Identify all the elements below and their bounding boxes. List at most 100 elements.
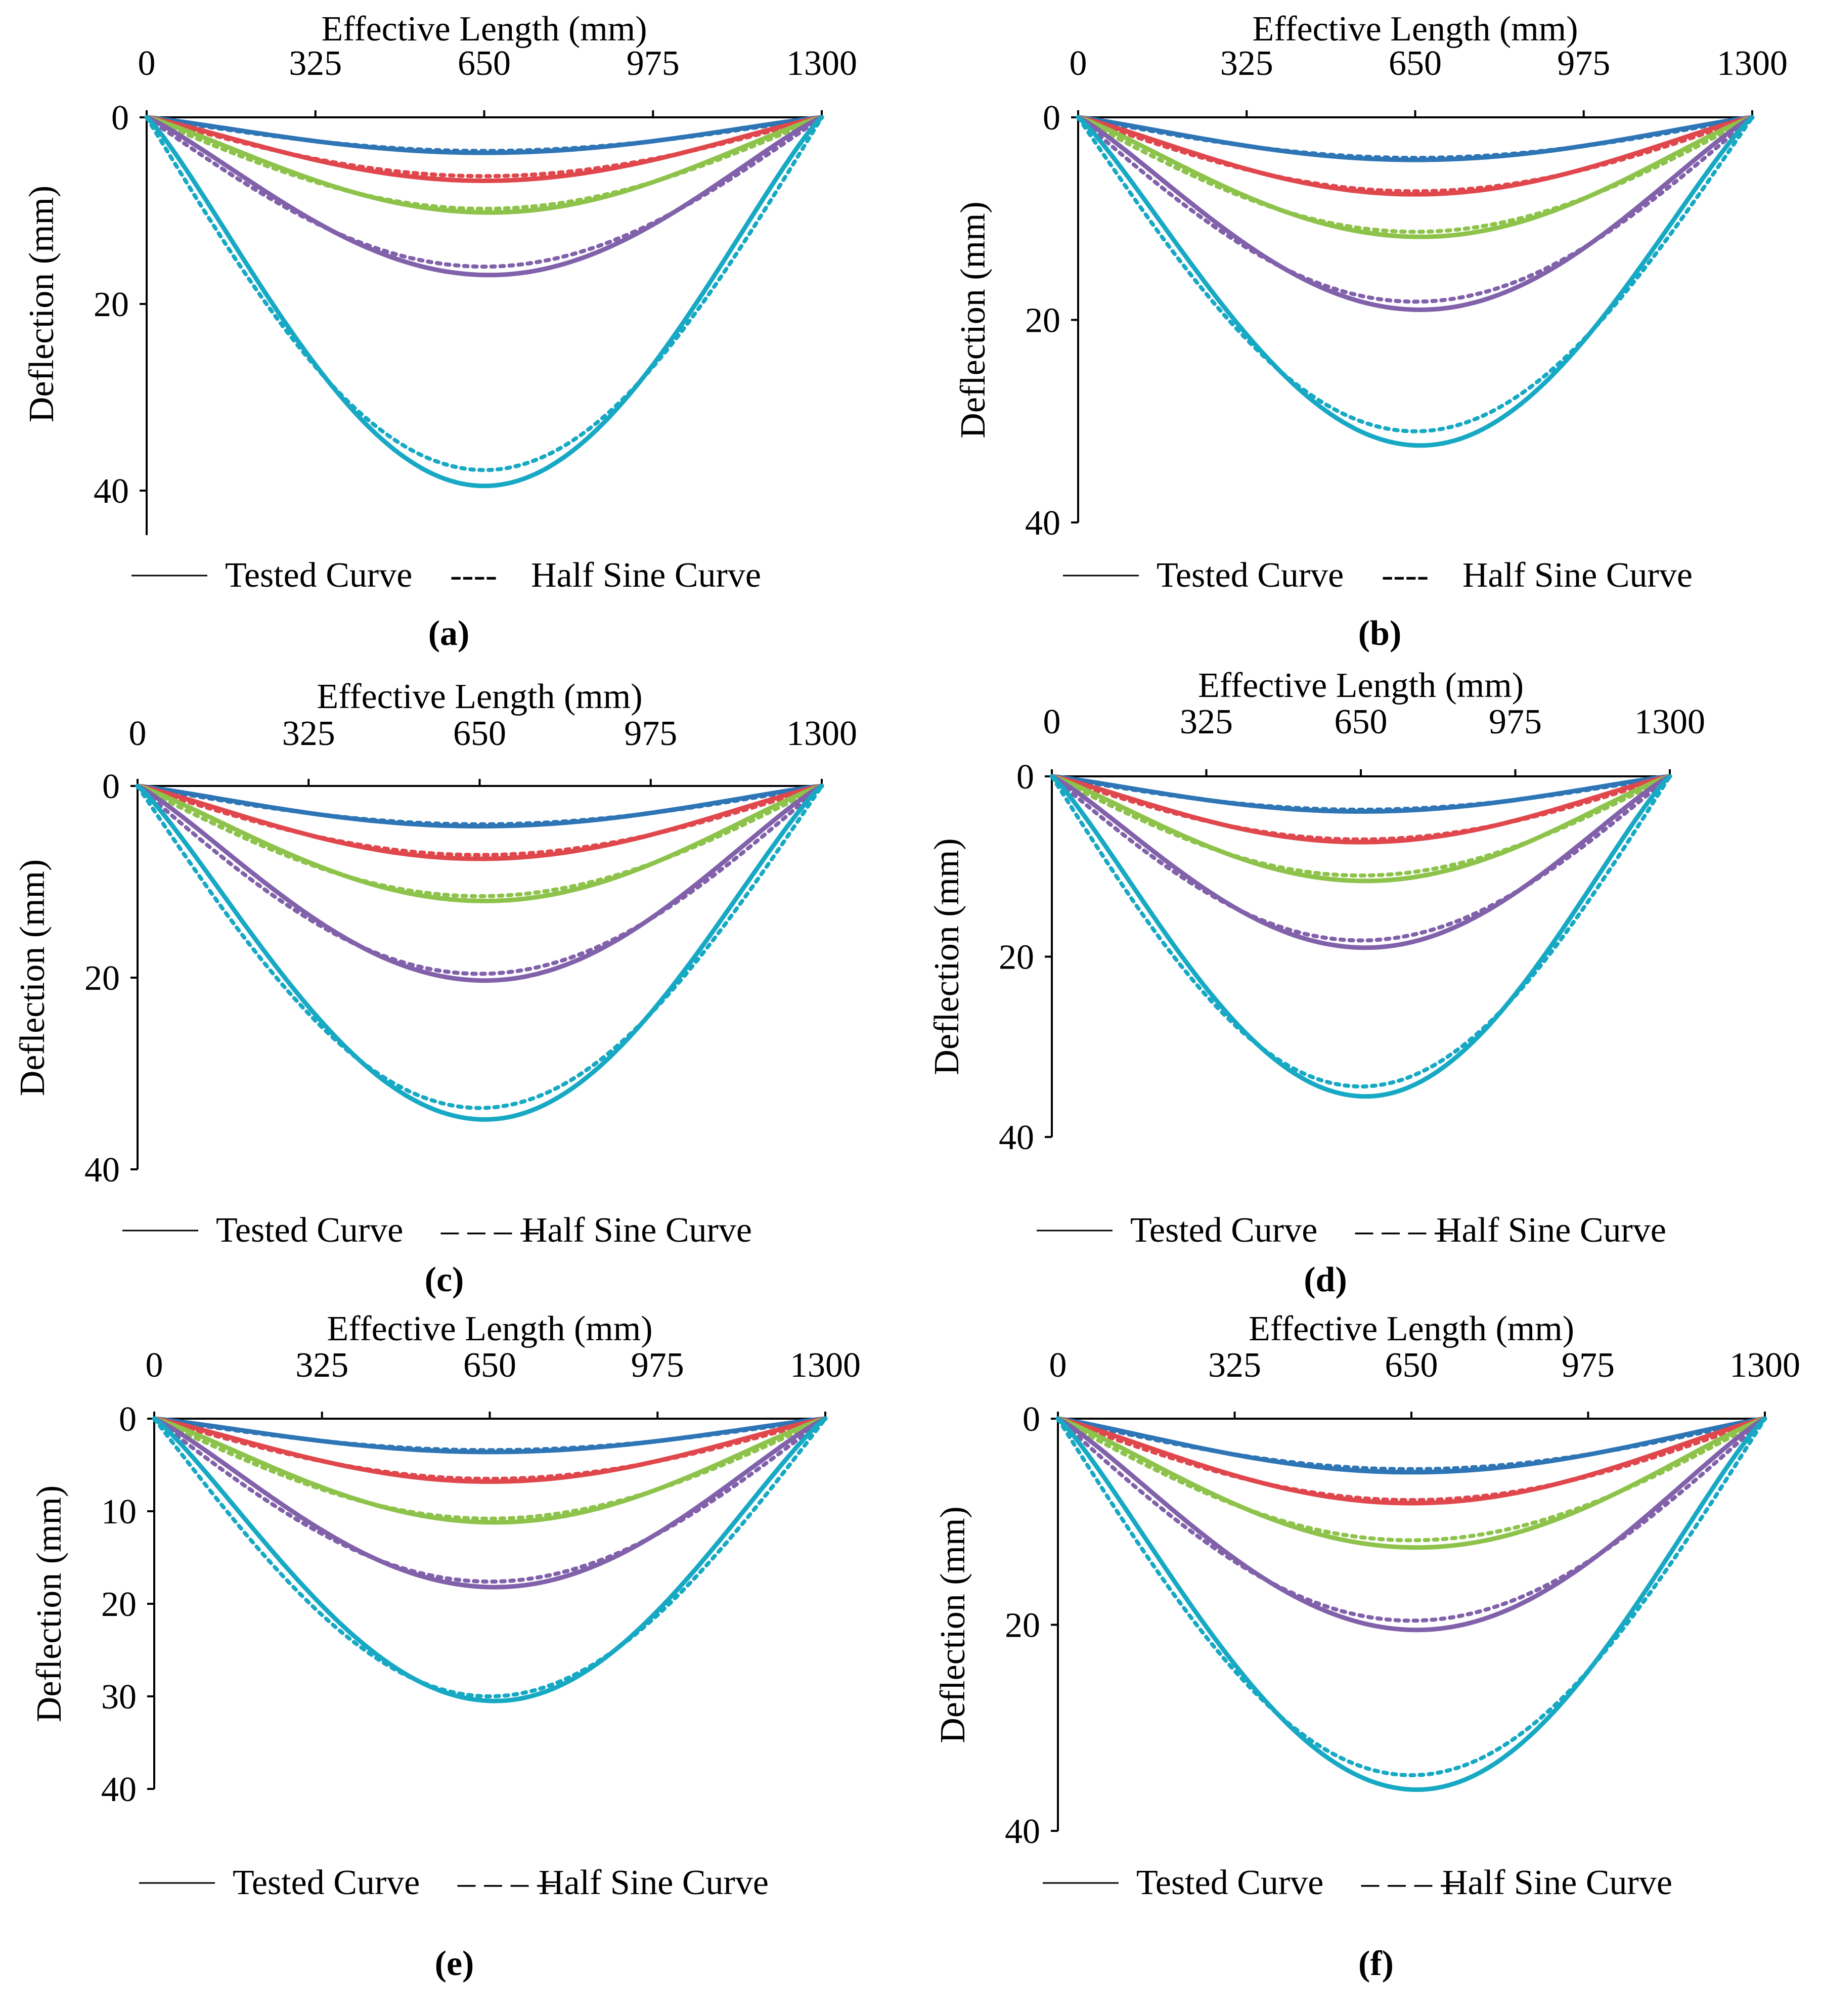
legend-dash-marker: ---- bbox=[1382, 556, 1429, 595]
x-tick-label: 325 bbox=[1208, 1346, 1261, 1385]
half-sine-curve-2 bbox=[1050, 774, 1672, 842]
half-sine-curve-3 bbox=[1050, 774, 1672, 878]
y-tick-label: 0 bbox=[1043, 99, 1060, 138]
chart-panel-e: 0 325 650 975 1300 0 10 20 30 40 Effective Length … bbox=[30, 1309, 861, 1983]
y-tick-label: 20 bbox=[1025, 301, 1060, 340]
half-sine-curve-5 bbox=[1056, 1417, 1767, 1778]
x-tick-label: 0 bbox=[1070, 44, 1087, 83]
x-tick-label: 0 bbox=[138, 44, 156, 83]
y-tick-label: 0 bbox=[119, 1400, 137, 1439]
tested-curve-3 bbox=[1076, 115, 1755, 239]
y-axis-title: Deflection (mm) bbox=[934, 1506, 972, 1743]
x-tick-label: 325 bbox=[282, 714, 335, 753]
legend-tested-label: Tested Curve bbox=[233, 1863, 420, 1902]
half-sine-curve-4 bbox=[1050, 774, 1672, 943]
x-axis-title: Effective Length (mm) bbox=[1249, 1309, 1574, 1348]
x-tick-label: 650 bbox=[463, 1346, 516, 1385]
tested-curve-2 bbox=[1049, 774, 1672, 845]
x-tick-label: 1300 bbox=[1729, 1346, 1800, 1385]
legend-tested-label: Tested Curve bbox=[1136, 1863, 1323, 1902]
y-tick-label: 20 bbox=[1005, 1606, 1040, 1645]
panel-label: (e) bbox=[435, 1944, 474, 1983]
y-tick-label: 40 bbox=[101, 1770, 137, 1809]
y-tick-label: 40 bbox=[999, 1118, 1034, 1157]
y-tick-label: 0 bbox=[102, 767, 120, 806]
y-tick-label: 0 bbox=[1016, 758, 1034, 797]
legend: Tested Curve – – – –Half Sine Curve bbox=[1043, 1863, 1672, 1902]
half-sine-curve-2 bbox=[136, 784, 824, 857]
half-sine-curve-4 bbox=[152, 1417, 827, 1584]
x-axis-title: Effective Length (mm) bbox=[1252, 10, 1578, 49]
half-sine-curve-1 bbox=[145, 115, 824, 153]
panel-label: (a) bbox=[428, 614, 470, 653]
x-tick-label: 1300 bbox=[790, 1346, 861, 1385]
half-sine-curve-5 bbox=[1050, 774, 1672, 1089]
x-tick-label: 975 bbox=[624, 714, 677, 753]
half-sine-curve-4 bbox=[136, 784, 824, 976]
legend: Tested Curve – – – –Half Sine Curve bbox=[139, 1863, 769, 1902]
y-axis-title: Deflection (mm) bbox=[30, 1485, 69, 1722]
x-tick-label: 0 bbox=[129, 714, 147, 753]
tested-curve-5 bbox=[135, 783, 824, 1122]
y-tick-label: 40 bbox=[1025, 504, 1060, 543]
x-tick-label: 1300 bbox=[1634, 703, 1705, 741]
x-tick-label: 975 bbox=[1557, 44, 1610, 83]
panel-label: (c) bbox=[425, 1260, 464, 1299]
half-sine-curve-3 bbox=[136, 784, 824, 898]
x-tick-label: 325 bbox=[295, 1346, 348, 1385]
y-axis-title: Deflection (mm) bbox=[927, 838, 966, 1075]
x-tick-label: 1300 bbox=[786, 44, 857, 83]
tested-curve-4 bbox=[135, 783, 824, 983]
legend-tested-label: Tested Curve bbox=[216, 1211, 403, 1250]
half-sine-curve-1 bbox=[1076, 115, 1754, 160]
half-sine-curve-1 bbox=[136, 784, 824, 826]
legend: Tested Curve – – – –Half Sine Curve bbox=[1037, 1211, 1666, 1250]
half-sine-curve-4 bbox=[1076, 115, 1754, 304]
tested-curve-5 bbox=[1049, 774, 1672, 1099]
tested-curve-3 bbox=[152, 1416, 828, 1525]
legend-dash-marker: – – – – bbox=[1361, 1863, 1459, 1902]
half-sine-curve-5 bbox=[145, 115, 824, 472]
panel-label: (f) bbox=[1358, 1944, 1394, 1983]
chart-panel-b: 0 325 650 975 1300 0 20 40 Effective Length (mm)… bbox=[954, 10, 1788, 653]
x-tick-label: 1300 bbox=[786, 714, 857, 753]
panel-label: (b) bbox=[1358, 614, 1402, 653]
x-tick-label: 650 bbox=[453, 714, 506, 753]
half-sine-curve-2 bbox=[152, 1417, 827, 1481]
legend-dash-marker: – – – – bbox=[457, 1863, 556, 1902]
x-tick-label: 650 bbox=[1389, 44, 1442, 83]
x-tick-label: 325 bbox=[1220, 44, 1273, 83]
x-tick-label: 325 bbox=[289, 44, 342, 83]
half-sine-curve-2 bbox=[1076, 115, 1754, 194]
half-sine-curve-5 bbox=[152, 1417, 827, 1699]
tested-curve-4 bbox=[1049, 774, 1672, 950]
x-axis-title: Effective Length (mm) bbox=[317, 677, 642, 716]
y-axis-title: Deflection (mm) bbox=[954, 201, 993, 438]
tested-curve-3 bbox=[1055, 1416, 1767, 1550]
legend: Tested Curve ---- Half Sine Curve bbox=[131, 556, 761, 595]
y-tick-label: 20 bbox=[999, 938, 1034, 977]
y-tick-label: 30 bbox=[101, 1678, 137, 1717]
y-axis-title: Deflection (mm) bbox=[13, 859, 52, 1096]
panel-label: (d) bbox=[1304, 1260, 1347, 1299]
x-tick-label: 650 bbox=[458, 44, 511, 83]
half-sine-curve-3 bbox=[1076, 115, 1754, 234]
half-sine-curve-5 bbox=[136, 784, 824, 1110]
x-tick-label: 975 bbox=[631, 1346, 684, 1385]
half-sine-curve-3 bbox=[152, 1417, 827, 1521]
tested-curve-5 bbox=[144, 115, 824, 489]
half-sine-curve-5 bbox=[1076, 115, 1754, 433]
legend-sine-label: Half Sine Curve bbox=[1436, 1211, 1666, 1250]
x-tick-label: 975 bbox=[1489, 703, 1542, 741]
y-tick-label: 40 bbox=[84, 1151, 120, 1190]
chart-panel-d: 0 325 650 975 1300 0 20 40 Effective Length (mm)… bbox=[927, 666, 1705, 1299]
x-axis-title: Effective Length (mm) bbox=[1198, 666, 1524, 705]
x-tick-label: 975 bbox=[1562, 1346, 1615, 1385]
tested-curve-4 bbox=[152, 1416, 828, 1590]
y-tick-label: 0 bbox=[111, 99, 129, 138]
legend-dash-marker: – – – – bbox=[440, 1211, 539, 1250]
half-sine-curve-4 bbox=[1056, 1417, 1767, 1623]
x-tick-label: 0 bbox=[1043, 703, 1061, 741]
legend: Tested Curve – – – –Half Sine Curve bbox=[122, 1211, 752, 1250]
